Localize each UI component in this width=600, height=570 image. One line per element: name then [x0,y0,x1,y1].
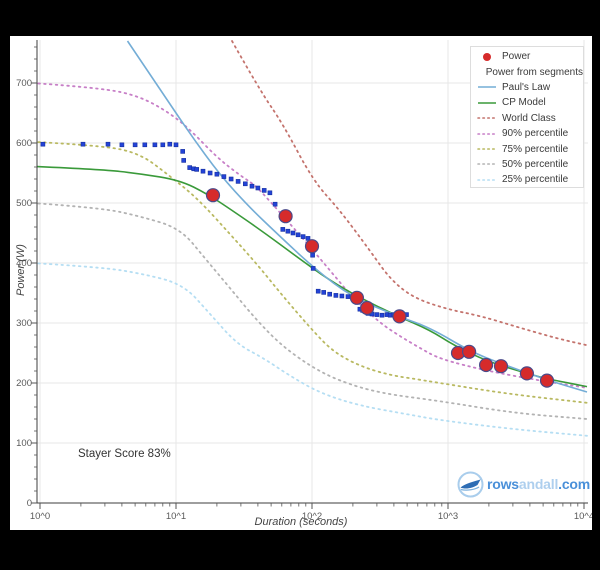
y-tick-label: 300 [16,318,32,329]
boat-logo-icon [457,471,484,497]
legend-item-label: 25% percentile [502,174,569,186]
logo-text: rowsandall.com [487,476,591,492]
legend-marker-icon [477,148,497,150]
legend-item-label: Power [502,51,531,63]
series-paul-s-law [126,40,588,393]
legend-item: CP Model [477,95,583,110]
legend-item-label: 90% percentile [502,128,569,140]
legend-item: 90% percentile [477,126,583,141]
legend-item: Power from segments [477,64,583,79]
x-tick-label: 10^3 [438,511,458,522]
y-tick-label: 0 [27,498,32,509]
legend-item-label: 75% percentile [502,143,569,155]
legend: Power Power from segments Paul's Law CP Mod… [470,46,584,188]
y-tick-label: 700 [16,78,32,89]
chart-panel: 0 100 200 300 400 500 600 700 10^0 10^1 10^2 10^3 10… [10,36,592,530]
legend-marker-icon [478,86,496,89]
y-tick-label: 100 [16,438,32,449]
x-tick-label: 10^1 [166,511,186,522]
legend-item-label: Power from segments [485,66,583,78]
series-50-percentile [37,202,588,420]
series-75-percentile [37,141,588,404]
legend-marker-icon [483,52,491,61]
legend-item: Power [477,49,583,64]
stayer-score-annotation: Stayer Score 83% [78,448,171,460]
plot-series [37,40,588,437]
legend-item-label: World Class [502,112,556,124]
legend-item: 25% percentile [477,172,583,187]
series-power [205,188,555,388]
legend-marker-icon [477,163,497,166]
y-tick-label: 500 [16,198,32,209]
gridlines [37,40,588,503]
x-tick-label: 10^2 [302,511,322,522]
legend-marker-icon [478,102,496,104]
legend-item-label: 50% percentile [502,158,569,170]
y-tick-label: 200 [16,378,32,389]
legend-item-label: CP Model [502,97,546,109]
axes: 0 100 200 300 400 500 600 700 10^0 10^1 10^2 10^3 10… [16,40,592,522]
legend-item: 50% percentile [477,157,583,172]
x-tick-label: 10^4 [574,511,592,522]
power-curve-chart: 0 100 200 300 400 500 600 700 10^0 10^1 10^2 10^3 10… [16,40,592,522]
legend-item: 75% percentile [477,141,583,156]
rowsandall-watermark[interactable]: rowsandall.com [457,468,590,500]
y-tick-label: 400 [16,258,32,269]
series-world-class [231,40,588,347]
legend-item: World Class [477,111,583,126]
legend-marker-icon [477,179,497,181]
legend-marker-icon [477,117,497,120]
series-power-from-segments [40,141,409,318]
series-25-percentile [37,262,588,437]
legend-marker-icon [477,132,497,135]
y-tick-label: 600 [16,138,32,149]
series-90-percentile [37,82,588,389]
x-tick-label: 10^0 [30,511,50,522]
legend-item-label: Paul's Law [502,81,551,93]
legend-marker-icon [477,66,481,78]
series-cp-model [37,165,588,388]
x-axis-title: Duration (seconds) [254,516,348,528]
legend-item: Paul's Law [477,80,583,95]
y-axis-title: Power (W) [15,244,27,296]
